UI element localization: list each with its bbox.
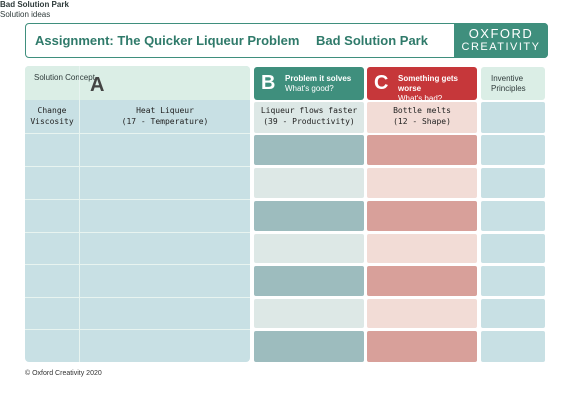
cell-c-row6[interactable] <box>367 266 477 296</box>
cell-c-row7[interactable] <box>367 299 477 328</box>
panel-a-row-divider <box>25 199 250 200</box>
idea-text-row1: Heat Liqueur (17 - Temperature) <box>82 105 248 127</box>
column-b-header: B Problem it solves What's good? <box>254 67 364 100</box>
inventive-principles-header: Inventive Principles <box>481 67 545 100</box>
cell-c-row5[interactable] <box>367 234 477 263</box>
panel-a-row-divider <box>25 133 250 134</box>
cell-b-row6[interactable] <box>254 266 364 296</box>
header-bar: Assignment: The Quicker Liqueur Problem … <box>25 23 548 58</box>
column-a-subtitle: Solution ideas <box>0 10 51 19</box>
column-c-subtitle: What's bad? <box>398 94 443 103</box>
idea-line2: (17 - Temperature) <box>121 117 209 126</box>
panel-a-row-divider <box>25 264 250 265</box>
cell-b-row1[interactable] <box>254 102 364 133</box>
column-b-title-text: Problem it solves <box>285 74 352 83</box>
column-a-letter: A <box>90 74 105 96</box>
panel-a-header <box>25 66 250 100</box>
panel-a-divider <box>79 66 80 362</box>
cell-c-row3[interactable] <box>367 168 477 198</box>
cell-ip-row2[interactable] <box>481 135 545 165</box>
assignment-title: Assignment: The Quicker Liqueur Problem <box>35 33 300 48</box>
cell-b-row8[interactable] <box>254 331 364 362</box>
cell-ip-row5[interactable] <box>481 234 545 263</box>
column-c-header: C Something gets worse What's bad? <box>367 67 477 103</box>
good-line1: Liqueur flows faster <box>260 106 358 115</box>
column-a-title: Bad Solution Park Solution ideas <box>0 0 570 20</box>
cell-b-row4[interactable] <box>254 201 364 231</box>
oxford-creativity-logo: OXFORD CREATIVITY <box>454 23 548 58</box>
good-line2: (39 - Productivity) <box>263 117 355 126</box>
copyright-footer: © Oxford Creativity 2020 <box>25 370 102 377</box>
cell-ip-row8[interactable] <box>481 331 545 362</box>
cell-c-row2[interactable] <box>367 135 477 165</box>
column-b-title: Problem it solves What's good? <box>285 74 351 94</box>
cell-ip-row6[interactable] <box>481 266 545 296</box>
concept-line1: Change <box>37 106 67 115</box>
concept-text-row1: Change Viscosity <box>28 105 76 127</box>
section-title: Bad Solution Park <box>316 33 428 48</box>
bad-line2: (12 - Shape) <box>393 117 451 126</box>
column-b-subtitle: What's good? <box>285 84 334 93</box>
column-c-title-text: Something gets worse <box>398 74 459 93</box>
cell-c-row8[interactable] <box>367 331 477 362</box>
idea-line1: Heat Liqueur <box>136 106 194 115</box>
cell-ip-row4[interactable] <box>481 201 545 231</box>
panel-a-row-divider <box>25 232 250 233</box>
bad-text-row1: Bottle melts (12 - Shape) <box>367 105 477 127</box>
column-c-title: Something gets worse What's bad? <box>398 74 477 104</box>
cell-ip-row3[interactable] <box>481 168 545 198</box>
good-text-row1: Liqueur flows faster (39 - Productivity) <box>254 105 364 127</box>
bad-line1: Bottle melts <box>393 106 451 115</box>
logo-line1: OXFORD <box>468 26 534 41</box>
cell-ip-row7[interactable] <box>481 299 545 328</box>
cell-ip-row1[interactable] <box>481 102 545 133</box>
cell-b-row3[interactable] <box>254 168 364 198</box>
panel-a-row-divider <box>25 329 250 330</box>
column-b-letter: B <box>261 72 276 94</box>
column-c-letter: C <box>374 72 389 94</box>
panel-a-row-divider <box>25 297 250 298</box>
cell-c-row1[interactable] <box>367 102 477 133</box>
solution-concept-label: Solution Concept <box>34 73 95 82</box>
column-a-title-text: Bad Solution Park <box>0 0 69 9</box>
inventive-principles-label: Inventive Principles <box>491 74 526 93</box>
cell-b-row7[interactable] <box>254 299 364 328</box>
panel-a <box>25 66 250 362</box>
panel-a-row-divider <box>25 166 250 167</box>
concept-line2: Viscosity <box>30 117 74 126</box>
cell-b-row2[interactable] <box>254 135 364 165</box>
cell-b-row5[interactable] <box>254 234 364 263</box>
cell-c-row4[interactable] <box>367 201 477 231</box>
logo-line2: CREATIVITY <box>461 41 541 53</box>
